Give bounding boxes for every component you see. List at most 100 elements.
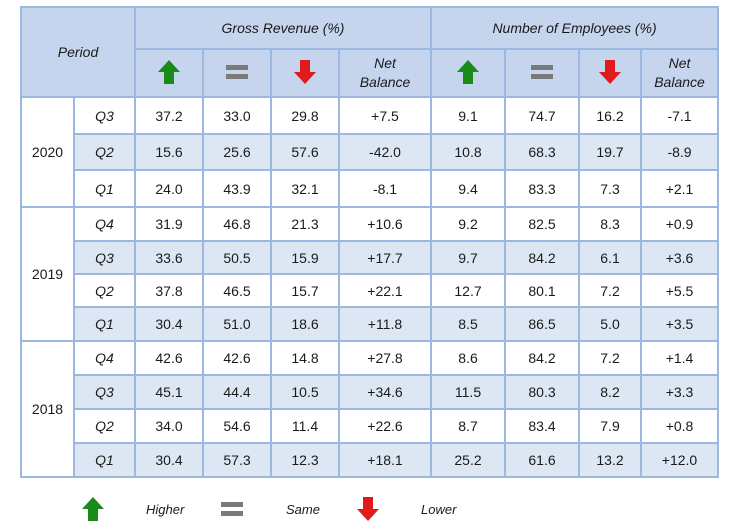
revenue-value-cell: +11.8 <box>338 306 432 342</box>
quarter-cell: Q2 <box>73 133 136 171</box>
employees-value-cell: 11.5 <box>430 374 506 410</box>
revenue-value-cell: +17.7 <box>338 240 432 275</box>
revenue-value-cell: 42.6 <box>202 340 272 376</box>
employees-value-cell: 25.2 <box>430 442 506 478</box>
employees-value-cell: 8.2 <box>578 374 642 410</box>
revenue-value-cell: 57.3 <box>202 442 272 478</box>
employees-value-cell: 83.3 <box>504 169 580 208</box>
employees-value-cell: +3.5 <box>639 306 720 342</box>
employees-value-cell: 68.3 <box>504 133 580 171</box>
year-cell: 2018 <box>20 340 75 478</box>
employees-value-cell: 6.1 <box>578 240 642 275</box>
employees-value-cell: +0.9 <box>639 206 720 242</box>
employees-value-cell: +3.6 <box>639 240 720 275</box>
employees-value-cell: -7.1 <box>639 96 720 135</box>
employees-value-cell: +12.0 <box>639 442 720 478</box>
employees-value-cell: 80.1 <box>504 273 580 308</box>
employees-net-balance-header: Net Balance <box>639 48 720 98</box>
employees-value-cell: 9.7 <box>430 240 506 275</box>
employees-value-cell: 7.2 <box>578 273 642 308</box>
employees-value-cell: 7.3 <box>578 169 642 208</box>
employees-value-cell: 7.2 <box>578 340 642 376</box>
legend-same-icon <box>221 502 243 526</box>
legend-higher-label: Higher <box>146 502 185 517</box>
revenue-value-cell: 10.5 <box>270 374 340 410</box>
legend-lower-label: Lower <box>421 502 457 517</box>
legend-higher-icon <box>81 496 105 521</box>
employees-value-cell: 83.4 <box>504 408 580 444</box>
table-row: Q1 24.0 43.9 32.1 -8.1 9.4 83.3 7.3 +2.1 <box>21 169 720 208</box>
quarter-cell: Q4 <box>73 206 136 242</box>
table-row: Q2 34.0 54.6 11.4 +22.6 8.7 83.4 7.9 +0.8 <box>21 408 720 444</box>
employees-value-cell: 9.2 <box>430 206 506 242</box>
employees-value-cell: +0.8 <box>639 408 720 444</box>
table-row: 2018 Q4 42.6 42.6 14.8 +27.8 8.6 84.2 7.2 +1.4 <box>20 340 720 478</box>
employees-value-cell: 61.6 <box>504 442 580 478</box>
revenue-value-cell: 33.0 <box>202 96 272 135</box>
table-row: 2019 Q4 31.9 46.8 21.3 +10.6 9.2 82.5 8.3 +0.9 <box>20 206 720 342</box>
quarter-cell: Q1 <box>73 169 136 208</box>
employees-value-cell: 5.0 <box>578 306 642 342</box>
revenue-value-cell: 24.0 <box>134 169 204 208</box>
revenue-value-cell: 31.9 <box>134 206 204 242</box>
year-cell: 2020 <box>20 96 75 208</box>
revenue-value-cell: 21.3 <box>270 206 340 242</box>
revenue-value-cell: 37.2 <box>134 96 204 135</box>
employees-value-cell: 10.8 <box>430 133 506 171</box>
revenue-value-cell: 37.8 <box>134 273 204 308</box>
gross-higher-icon <box>134 48 204 98</box>
revenue-value-cell: 25.6 <box>202 133 272 171</box>
revenue-value-cell: 12.3 <box>270 442 340 478</box>
employees-higher-icon <box>430 48 506 98</box>
revenue-value-cell: 46.5 <box>202 273 272 308</box>
table-row: Q2 15.6 25.6 57.6 -42.0 10.8 68.3 19.7 -8.9 <box>21 133 720 171</box>
revenue-value-cell: 32.1 <box>270 169 340 208</box>
quarter-cell: Q3 <box>73 96 136 135</box>
revenue-value-cell: 50.5 <box>202 240 272 275</box>
revenue-value-cell: 30.4 <box>134 306 204 342</box>
gross-same-icon <box>202 48 272 98</box>
employees-value-cell: +2.1 <box>639 169 720 208</box>
revenue-value-cell: +7.5 <box>338 96 432 135</box>
quarter-cell: Q1 <box>73 306 136 342</box>
gross-lower-icon <box>270 48 340 98</box>
employees-value-cell: 19.7 <box>578 133 642 171</box>
legend-lower-icon <box>356 496 380 521</box>
employees-lower-icon <box>578 48 642 98</box>
legend-same-label: Same <box>286 502 320 517</box>
revenue-value-cell: 51.0 <box>202 306 272 342</box>
employees-value-cell: +1.4 <box>639 340 720 376</box>
employees-value-cell: +3.3 <box>639 374 720 410</box>
employees-value-cell: -8.9 <box>639 133 720 171</box>
revenue-value-cell: 57.6 <box>270 133 340 171</box>
revenue-value-cell: 14.8 <box>270 340 340 376</box>
revenue-value-cell: 54.6 <box>202 408 272 444</box>
revenue-value-cell: +10.6 <box>338 206 432 242</box>
revenue-value-cell: +34.6 <box>338 374 432 410</box>
revenue-value-cell: 46.8 <box>202 206 272 242</box>
employees-value-cell: 8.5 <box>430 306 506 342</box>
employees-value-cell: 8.7 <box>430 408 506 444</box>
revenue-value-cell: +22.1 <box>338 273 432 308</box>
employees-value-cell: 16.2 <box>578 96 642 135</box>
employees-value-cell: 80.3 <box>504 374 580 410</box>
survey-table: Period Gross Revenue (%) Number of Emplo… <box>20 6 720 478</box>
employees-value-cell: 7.9 <box>578 408 642 444</box>
year-cell: 2019 <box>20 206 75 342</box>
employees-value-cell: 84.2 <box>504 240 580 275</box>
revenue-value-cell: 42.6 <box>134 340 204 376</box>
employees-value-cell: 9.1 <box>430 96 506 135</box>
table-row: Q1 30.4 51.0 18.6 +11.8 8.5 86.5 5.0 +3.5 <box>21 306 720 342</box>
revenue-value-cell: 18.6 <box>270 306 340 342</box>
period-header: Period <box>20 6 136 98</box>
quarter-cell: Q3 <box>73 240 136 275</box>
revenue-value-cell: 15.7 <box>270 273 340 308</box>
revenue-value-cell: -8.1 <box>338 169 432 208</box>
employees-value-cell: 74.7 <box>504 96 580 135</box>
table-row: Q1 30.4 57.3 12.3 +18.1 25.2 61.6 13.2 +12.0 <box>21 442 720 478</box>
employees-value-cell: 13.2 <box>578 442 642 478</box>
employees-value-cell: 82.5 <box>504 206 580 242</box>
quarter-cell: Q2 <box>73 273 136 308</box>
employees-value-cell: +5.5 <box>639 273 720 308</box>
employees-value-cell: 8.3 <box>578 206 642 242</box>
